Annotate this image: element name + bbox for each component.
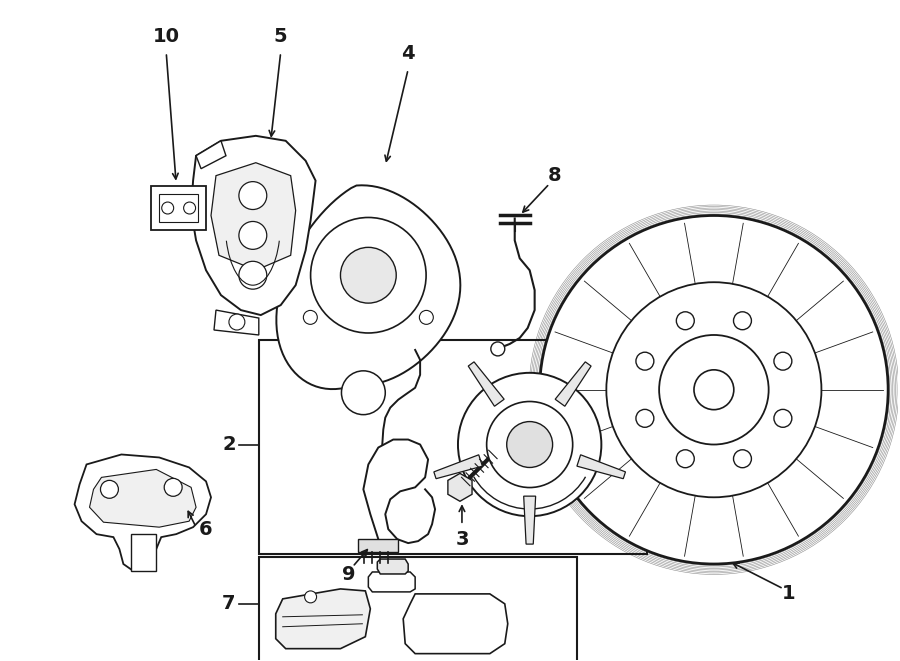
- Circle shape: [101, 481, 119, 498]
- Polygon shape: [368, 572, 415, 592]
- Circle shape: [659, 335, 769, 444]
- Bar: [159, 194, 198, 223]
- Circle shape: [458, 373, 601, 516]
- Polygon shape: [214, 310, 259, 335]
- Text: 6: 6: [199, 520, 212, 539]
- Circle shape: [540, 215, 888, 564]
- Circle shape: [184, 202, 195, 214]
- Circle shape: [607, 282, 822, 497]
- Polygon shape: [211, 163, 296, 270]
- Text: 10: 10: [153, 26, 180, 46]
- Circle shape: [774, 409, 792, 427]
- Circle shape: [507, 422, 553, 467]
- Text: 8: 8: [548, 166, 562, 185]
- Polygon shape: [275, 589, 370, 648]
- Circle shape: [734, 312, 752, 330]
- Circle shape: [676, 312, 694, 330]
- Polygon shape: [89, 469, 196, 527]
- Polygon shape: [403, 594, 508, 654]
- Circle shape: [310, 217, 426, 333]
- Circle shape: [238, 221, 266, 249]
- Polygon shape: [468, 362, 504, 407]
- Text: 3: 3: [455, 529, 469, 549]
- Polygon shape: [377, 559, 409, 574]
- Text: 9: 9: [342, 565, 356, 584]
- Circle shape: [340, 247, 396, 303]
- Circle shape: [491, 342, 505, 356]
- Polygon shape: [196, 141, 226, 169]
- Polygon shape: [131, 534, 157, 571]
- Text: 4: 4: [401, 44, 415, 63]
- Circle shape: [229, 314, 245, 330]
- Polygon shape: [524, 496, 536, 544]
- Circle shape: [636, 409, 653, 427]
- Text: 2: 2: [222, 435, 236, 454]
- Circle shape: [238, 182, 266, 210]
- Circle shape: [694, 370, 733, 410]
- Text: 7: 7: [222, 594, 236, 613]
- Polygon shape: [75, 455, 211, 571]
- Circle shape: [303, 311, 318, 325]
- Polygon shape: [434, 455, 482, 479]
- Polygon shape: [577, 455, 625, 479]
- Circle shape: [341, 371, 385, 414]
- Circle shape: [774, 352, 792, 370]
- Circle shape: [162, 202, 174, 214]
- Circle shape: [676, 449, 694, 468]
- Bar: [259, 340, 647, 554]
- Circle shape: [419, 311, 433, 325]
- Circle shape: [238, 261, 266, 289]
- Circle shape: [734, 449, 752, 468]
- Polygon shape: [151, 186, 206, 231]
- Polygon shape: [448, 473, 472, 501]
- Circle shape: [304, 591, 317, 603]
- Circle shape: [487, 401, 572, 488]
- Text: 5: 5: [274, 26, 287, 46]
- Bar: [259, 557, 578, 661]
- Text: 1: 1: [782, 584, 796, 603]
- Circle shape: [164, 479, 182, 496]
- Polygon shape: [358, 539, 398, 552]
- Polygon shape: [555, 362, 591, 407]
- Circle shape: [636, 352, 653, 370]
- Polygon shape: [276, 185, 461, 389]
- Polygon shape: [191, 136, 316, 315]
